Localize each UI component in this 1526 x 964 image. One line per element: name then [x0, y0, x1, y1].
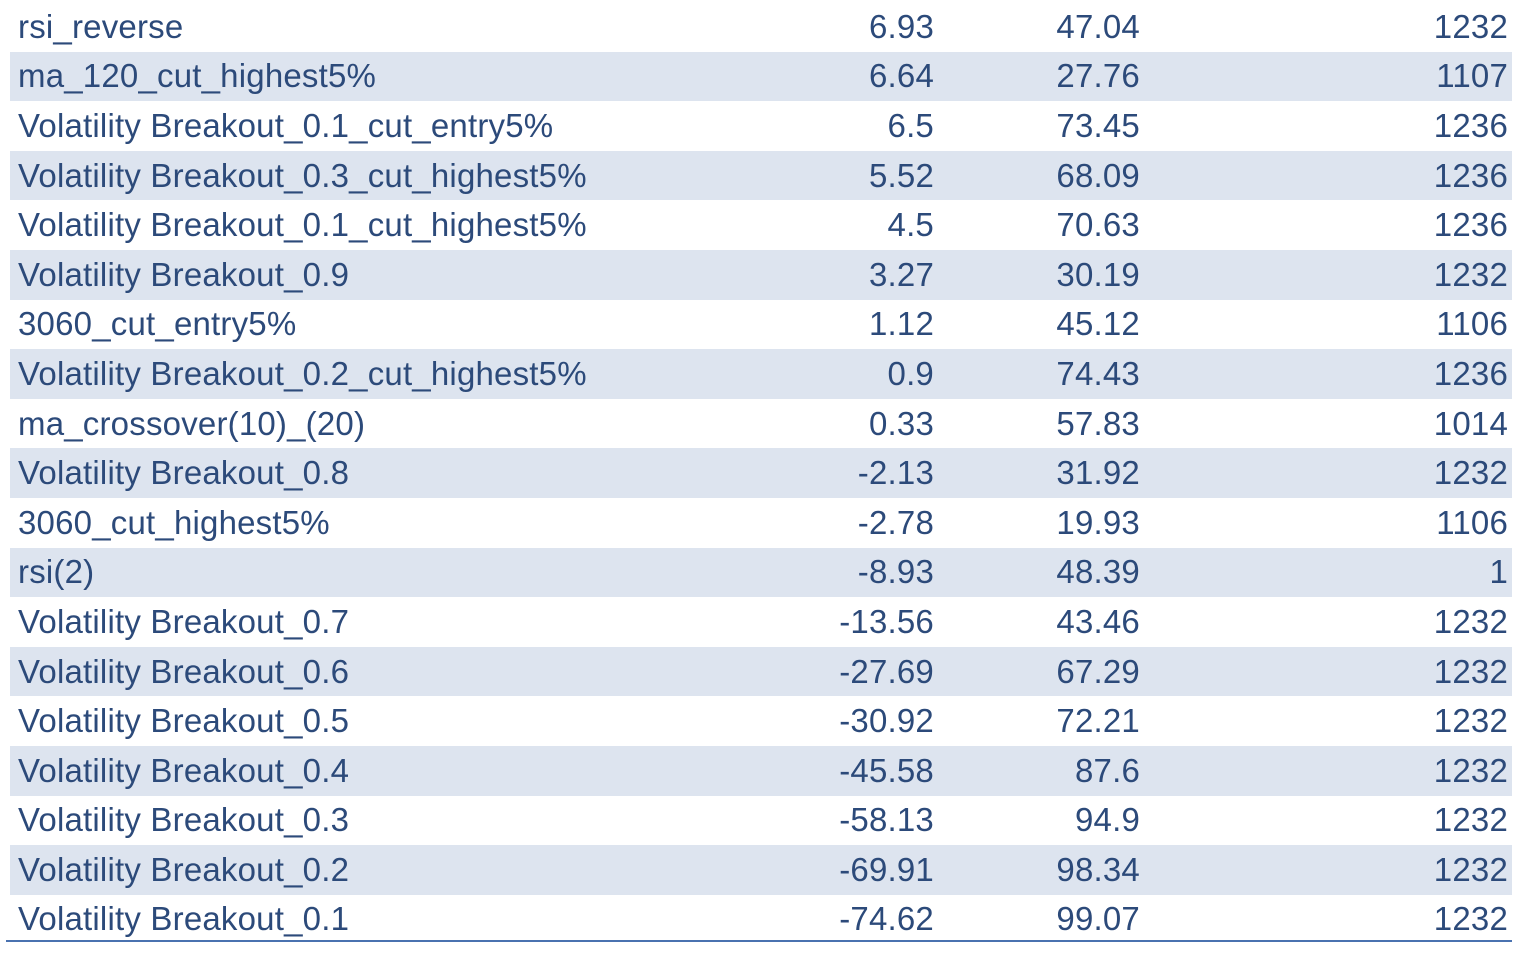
value-3-cell: 1106: [1436, 503, 1508, 541]
strategy-name-cell: Volatility Breakout_0.3: [18, 801, 350, 839]
value-1-cell: -74.62: [839, 900, 934, 938]
strategy-name-cell: Volatility Breakout_0.8: [18, 454, 350, 492]
value-1-cell: 6.5: [887, 106, 934, 144]
value-1-cell: -58.13: [839, 801, 934, 839]
strategy-name-cell: Volatility Breakout_0.2: [18, 850, 350, 888]
strategy-name-cell: Volatility Breakout_0.7: [18, 602, 350, 640]
table-row: Volatility Breakout_0.1_cut_highest5% 4.…: [10, 200, 1512, 250]
table-row: Volatility Breakout_0.5 -30.92 72.21 123…: [10, 696, 1512, 746]
value-2-cell: 57.83: [1056, 404, 1140, 442]
value-3-cell: 1236: [1433, 354, 1508, 392]
table-row: Volatility Breakout_0.6 -27.69 67.29 123…: [10, 646, 1512, 697]
table-row: ma_120_cut_highest5% 6.64 27.76 1107: [10, 51, 1512, 102]
value-3-cell: 1232: [1433, 702, 1508, 740]
strategy-name-cell: 3060_cut_highest5%: [18, 503, 330, 541]
value-3-cell: 1232: [1433, 751, 1508, 789]
table-row: Volatility Breakout_0.2_cut_highest5% 0.…: [10, 349, 1512, 399]
value-2-cell: 70.63: [1056, 206, 1140, 244]
value-1-cell: 3.27: [868, 255, 934, 293]
strategy-name-cell: ma_crossover(10)_(20): [18, 404, 366, 442]
value-1-cell: 4.5: [887, 206, 934, 244]
strategy-name-cell: rsi(2): [18, 553, 95, 591]
table-row: Volatility Breakout_0.8 -2.13 31.92 1232: [10, 448, 1512, 498]
value-2-cell: 72.21: [1056, 702, 1140, 740]
table-row: 3060_cut_entry5% 1.12 45.12 1106: [10, 300, 1512, 350]
strategy-name-cell: Volatility Breakout_0.1: [18, 900, 350, 938]
value-2-cell: 98.34: [1056, 850, 1140, 888]
value-1-cell: 0.33: [868, 404, 934, 442]
value-1-cell: -2.13: [857, 454, 934, 492]
value-2-cell: 87.6: [1074, 751, 1140, 789]
value-3-cell: 1236: [1433, 106, 1508, 144]
table-row: Volatility Breakout_0.1 -74.62 99.07 123…: [10, 895, 1512, 945]
value-2-cell: 45.12: [1056, 305, 1140, 343]
value-1-cell: -8.93: [857, 553, 934, 591]
value-2-cell: 48.39: [1056, 553, 1140, 591]
table-row: Volatility Breakout_0.9 3.27 30.19 1232: [10, 249, 1512, 300]
value-1-cell: 6.64: [868, 57, 934, 95]
value-2-cell: 73.45: [1056, 106, 1140, 144]
value-3-cell: 1232: [1433, 454, 1508, 492]
value-2-cell: 99.07: [1056, 900, 1140, 938]
value-3-cell: 1106: [1436, 305, 1508, 343]
value-2-cell: 43.46: [1056, 602, 1140, 640]
value-2-cell: 31.92: [1056, 454, 1140, 492]
table-row: Volatility Breakout_0.7 -13.56 43.46 123…: [10, 597, 1512, 647]
value-2-cell: 68.09: [1056, 156, 1140, 194]
value-3-cell: 1232: [1433, 255, 1508, 293]
value-3-cell: 1236: [1433, 156, 1508, 194]
value-1-cell: -45.58: [839, 751, 934, 789]
value-1-cell: -69.91: [839, 850, 934, 888]
value-1-cell: 0.9: [887, 354, 934, 392]
value-3-cell: 1236: [1433, 206, 1508, 244]
strategy-name-cell: Volatility Breakout_0.1_cut_entry5%: [18, 106, 554, 144]
value-2-cell: 30.19: [1056, 255, 1140, 293]
table-row: Volatility Breakout_0.4 -45.58 87.6 1232: [10, 745, 1512, 796]
strategy-results-table: rsi_reverse 6.93 47.04 1232 ma_120_cut_h…: [10, 2, 1512, 944]
strategy-name-cell: Volatility Breakout_0.6: [18, 652, 350, 690]
strategy-name-cell: Volatility Breakout_0.5: [18, 702, 350, 740]
strategy-name-cell: Volatility Breakout_0.9: [18, 255, 350, 293]
value-3-cell: 1: [1489, 553, 1508, 591]
value-3-cell: 1232: [1433, 7, 1508, 45]
value-1-cell: 6.93: [868, 7, 934, 45]
strategy-name-cell: rsi_reverse: [18, 7, 184, 45]
value-1-cell: -27.69: [839, 652, 934, 690]
value-2-cell: 27.76: [1056, 57, 1140, 95]
table-row: rsi_reverse 6.93 47.04 1232: [10, 2, 1512, 52]
value-3-cell: 1232: [1433, 850, 1508, 888]
table-row: rsi(2) -8.93 48.39 1: [10, 547, 1512, 598]
value-1-cell: 1.12: [868, 305, 934, 343]
value-3-cell: 1014: [1433, 404, 1508, 442]
value-3-cell: 1232: [1433, 801, 1508, 839]
strategy-name-cell: Volatility Breakout_0.3_cut_highest5%: [18, 156, 587, 194]
table-row: Volatility Breakout_0.3 -58.13 94.9 1232: [10, 796, 1512, 846]
table-row: Volatility Breakout_0.1_cut_entry5% 6.5 …: [10, 101, 1512, 151]
value-1-cell: -13.56: [839, 602, 934, 640]
value-1-cell: -2.78: [857, 503, 934, 541]
value-2-cell: 94.9: [1074, 801, 1140, 839]
table-bottom-rule: [6, 940, 1512, 942]
strategy-name-cell: ma_120_cut_highest5%: [18, 57, 377, 95]
value-2-cell: 47.04: [1056, 7, 1140, 45]
strategy-name-cell: 3060_cut_entry5%: [18, 305, 297, 343]
table-row: 3060_cut_highest5% -2.78 19.93 1106: [10, 498, 1512, 548]
strategy-name-cell: Volatility Breakout_0.1_cut_highest5%: [18, 206, 587, 244]
strategy-name-cell: Volatility Breakout_0.2_cut_highest5%: [18, 354, 587, 392]
value-2-cell: 74.43: [1056, 354, 1140, 392]
value-3-cell: 1232: [1433, 602, 1508, 640]
value-3-cell: 1107: [1436, 57, 1508, 95]
value-3-cell: 1232: [1433, 652, 1508, 690]
table-row: ma_crossover(10)_(20) 0.33 57.83 1014: [10, 399, 1512, 449]
table-row: Volatility Breakout_0.3_cut_highest5% 5.…: [10, 150, 1512, 201]
value-2-cell: 67.29: [1056, 652, 1140, 690]
value-1-cell: -30.92: [839, 702, 934, 740]
value-2-cell: 19.93: [1056, 503, 1140, 541]
value-3-cell: 1232: [1433, 900, 1508, 938]
value-1-cell: 5.52: [868, 156, 934, 194]
strategy-name-cell: Volatility Breakout_0.4: [18, 751, 350, 789]
table-row: Volatility Breakout_0.2 -69.91 98.34 123…: [10, 845, 1512, 895]
